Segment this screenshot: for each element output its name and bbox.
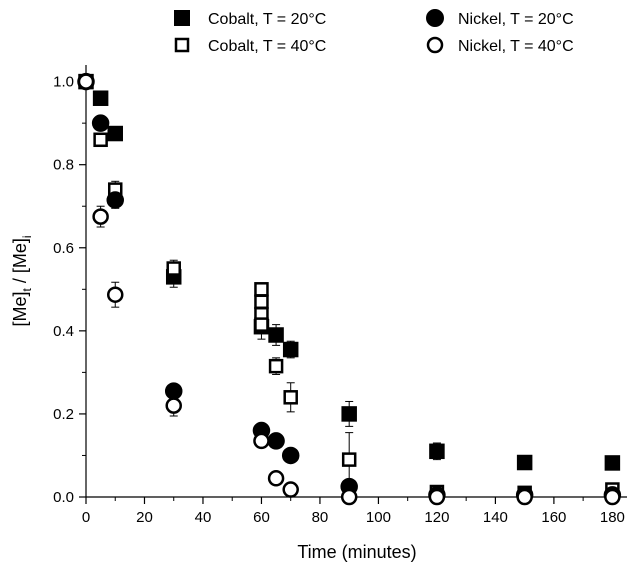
x-tick-label: 60 [253, 509, 270, 526]
legend-marker-open-square [174, 37, 190, 53]
data-point-open-square [254, 282, 269, 297]
legend-label: Nickel, T = 20°C [458, 11, 574, 28]
data-point-open-circle [253, 432, 270, 450]
y-tick-label: 0.6 [53, 240, 74, 257]
x-tick-label: 120 [424, 509, 449, 526]
data-point-open-circle [267, 470, 285, 487]
data-point-filled-square [268, 327, 284, 343]
data-point-filled-square [516, 454, 533, 471]
y-axis-title-sub-t: t [20, 288, 34, 292]
legend-marker-open-circle [426, 36, 444, 54]
data-point-filled-square [282, 341, 299, 358]
y-axis-title-sub-i: i [20, 235, 34, 238]
y-axis-title-sep: / [Me] [10, 238, 30, 288]
x-tick-label: 0 [82, 509, 90, 526]
data-point-open-circle [604, 488, 621, 506]
data-point-open-square [93, 132, 108, 148]
x-tick-label: 20 [136, 509, 153, 526]
y-tick-label: 0.8 [53, 157, 74, 174]
legend-marker-filled-square [174, 10, 190, 26]
x-tick-label: 160 [541, 509, 566, 526]
data-point-filled-circle [164, 382, 183, 400]
legend-label: Nickel, T = 40°C [458, 38, 574, 55]
x-tick-label: 100 [366, 509, 391, 526]
data-point-open-circle [92, 208, 109, 225]
y-axis-title: [Me]t / [Me]i [10, 235, 34, 326]
data-point-open-square [254, 317, 269, 332]
data-point-open-square [283, 390, 298, 405]
data-point-filled-circle [91, 114, 110, 132]
data-point-filled-circle [267, 432, 285, 450]
data-markers [77, 72, 622, 506]
series-0 [78, 73, 621, 471]
data-point-open-circle [106, 286, 124, 303]
legend-label: Cobalt, T = 40°C [208, 38, 326, 55]
legend-marker-filled-circle [426, 9, 444, 27]
data-point-filled-square [604, 455, 621, 471]
data-point-open-circle [77, 73, 95, 90]
legend-entry-cobalt-40: Cobalt, T = 40°C [174, 37, 326, 55]
y-tick-label: 0.2 [53, 406, 74, 423]
x-tick-label: 80 [312, 509, 329, 526]
data-point-open-circle [428, 488, 446, 506]
series-3 [77, 73, 621, 506]
data-point-open-square [166, 261, 181, 276]
data-point-filled-square [92, 90, 109, 106]
y-tick-label: 0.4 [53, 323, 74, 340]
data-point-open-square [341, 452, 357, 467]
y-tick-label: 1.0 [53, 74, 74, 91]
data-point-open-circle [340, 488, 358, 506]
y-axis-title-main: [Me] [10, 292, 30, 327]
x-tick-label: 140 [483, 509, 508, 526]
legend-entry-cobalt-20: Cobalt, T = 20°C [174, 10, 326, 28]
legend-entry-nickel-20: Nickel, T = 20°C [426, 9, 574, 28]
data-point-filled-square [341, 406, 357, 422]
data-point-filled-circle [106, 191, 124, 209]
data-point-open-circle [516, 488, 533, 506]
y-axis-ticks: 0.0 0.2 0.4 0.6 0.8 1.0 [53, 74, 86, 506]
data-point-filled-square [107, 125, 123, 142]
data-point-filled-square [429, 443, 445, 460]
data-point-open-circle [282, 481, 299, 498]
data-point-open-square [254, 294, 269, 310]
data-point-filled-circle [281, 446, 300, 465]
data-point-open-square [268, 358, 284, 374]
x-tick-label: 180 [600, 509, 625, 526]
data-point-open-circle [165, 397, 182, 414]
x-tick-label: 40 [195, 509, 212, 526]
legend: Cobalt, T = 20°C Cobalt, T = 40°C Nickel… [174, 9, 574, 55]
legend-entry-nickel-40: Nickel, T = 40°C [426, 36, 574, 55]
x-axis-title: Time (minutes) [297, 542, 416, 562]
y-tick-label: 0.0 [53, 489, 74, 506]
legend-label: Cobalt, T = 20°C [208, 11, 326, 28]
